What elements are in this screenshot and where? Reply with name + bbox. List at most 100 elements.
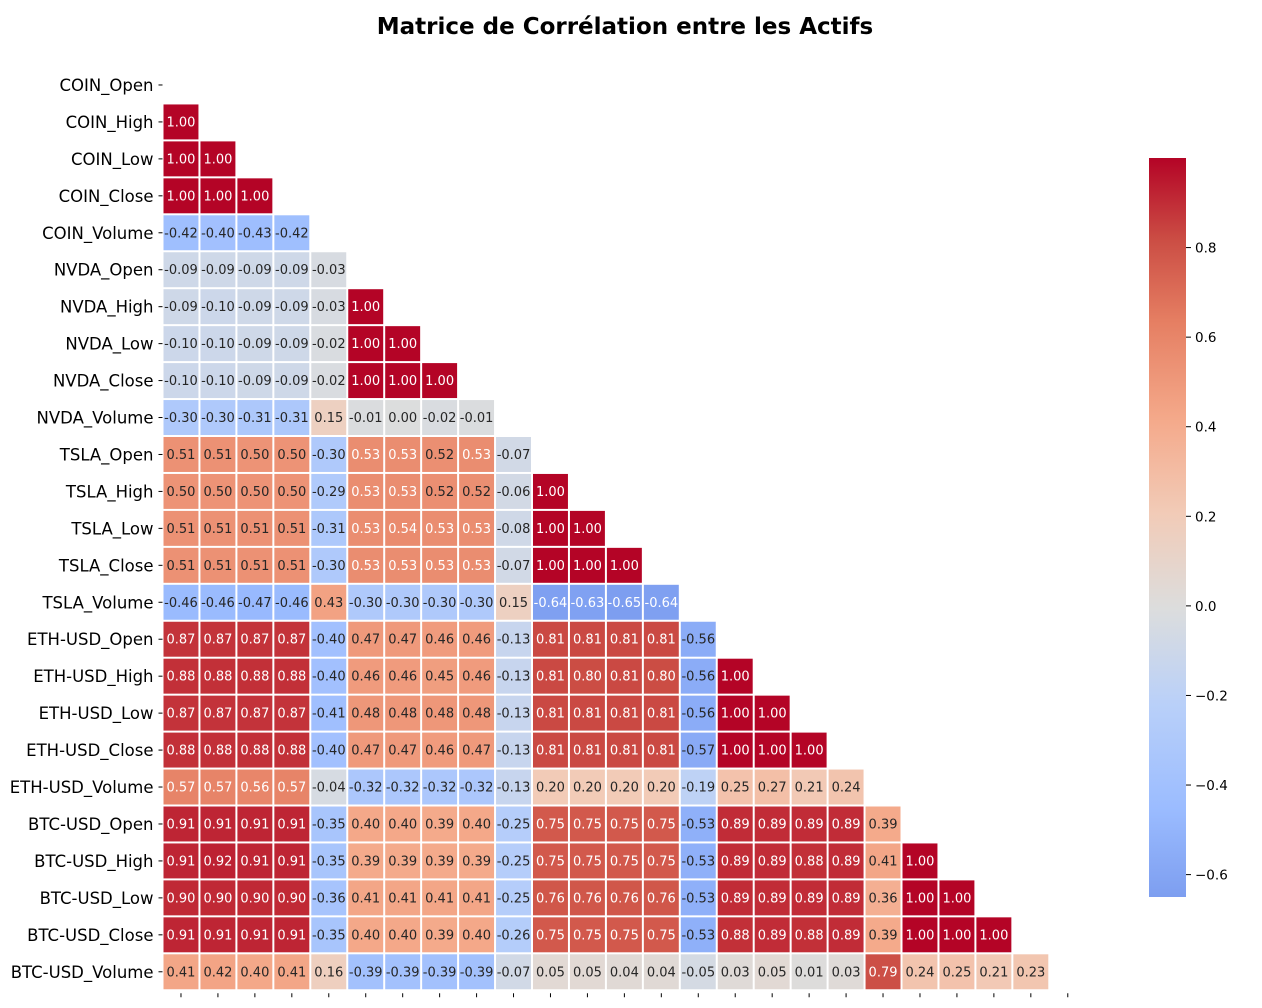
- heatmap-cell: [163, 473, 199, 509]
- heatmap-cell: [200, 289, 236, 325]
- heatmap-cell-label: 1.00: [721, 670, 750, 685]
- heatmap-cell-label: -0.04: [312, 781, 346, 796]
- heatmap-cell-label: 0.48: [351, 707, 380, 722]
- heatmap-cell-label: -0.07: [497, 448, 531, 463]
- heatmap-cell-label: 0.81: [573, 633, 602, 648]
- heatmap-cell-label: -0.09: [275, 374, 309, 389]
- heatmap-cell: [569, 954, 605, 990]
- heatmap-cell: [496, 437, 531, 472]
- heatmap-cell: [311, 400, 347, 435]
- heatmap-cell: [680, 917, 716, 953]
- heatmap-cell: [237, 806, 273, 842]
- heatmap-cell: [422, 473, 458, 509]
- heatmap-cell-label: 0.46: [462, 670, 491, 685]
- heatmap-cell: [237, 326, 273, 362]
- heatmap-cell-label: 1.00: [166, 189, 195, 204]
- heatmap-cell: [348, 917, 384, 953]
- heatmap-cell: [237, 584, 273, 620]
- heatmap-cell: [311, 289, 347, 325]
- heatmap-cell: [533, 547, 568, 583]
- heatmap-cell: [274, 917, 310, 953]
- heatmap-cell-label: 0.04: [610, 965, 639, 980]
- heatmap-cell-label: 0.53: [351, 559, 380, 574]
- heatmap-cell: [348, 400, 384, 435]
- heatmap-cell-label: 0.88: [166, 670, 195, 685]
- heatmap-cell-label: 0.51: [203, 559, 232, 574]
- y-tick-label: ETH-USD_Low: [39, 704, 154, 724]
- heatmap-cell-label: 0.40: [240, 965, 269, 980]
- heatmap-cell: [569, 584, 605, 620]
- heatmap-cell: [163, 400, 199, 435]
- heatmap-cell-label: -0.25: [497, 817, 531, 832]
- heatmap-cell: [385, 473, 421, 509]
- heatmap-cell-label: 0.89: [832, 891, 861, 906]
- heatmap-cell-label: 0.75: [647, 928, 676, 943]
- heatmap-cell: [200, 547, 236, 583]
- heatmap-cell-label: -0.30: [164, 411, 198, 426]
- heatmap-cell-label: 0.88: [203, 670, 232, 685]
- heatmap-cell: [754, 843, 790, 879]
- heatmap-cell: [643, 954, 679, 990]
- heatmap-cell: [237, 510, 273, 546]
- heatmap-cell: [754, 806, 790, 842]
- heatmap-cell-label: 0.89: [795, 891, 824, 906]
- heatmap-cell: [274, 695, 310, 731]
- heatmap-cell: [496, 880, 531, 916]
- heatmap-cell-label: 0.27: [758, 781, 787, 796]
- heatmap-cell: [385, 400, 421, 435]
- heatmap-cell-label: 0.53: [425, 559, 454, 574]
- heatmap-cell: [496, 732, 531, 768]
- heatmap-cell: [237, 695, 273, 731]
- heatmap-cell: [459, 732, 495, 768]
- heatmap-cell: [422, 806, 458, 842]
- heatmap-cell-label: 0.51: [166, 559, 195, 574]
- heatmap-cell: [200, 400, 236, 435]
- heatmap-cell-label: 1.00: [351, 374, 380, 389]
- heatmap-cell: [311, 363, 347, 399]
- heatmap-cell: [274, 473, 310, 509]
- y-tick-label: ETH-USD_High: [33, 667, 153, 687]
- heatmap-cell-label: -0.09: [201, 263, 235, 278]
- heatmap-cell: [680, 880, 716, 916]
- heatmap-cell-label: 0.24: [832, 781, 861, 796]
- heatmap-cell-label: 0.50: [240, 448, 269, 463]
- heatmap-cell: [200, 621, 236, 657]
- y-tick-label: BTC-USD_Close: [27, 926, 153, 946]
- heatmap-cell-label: 0.75: [647, 854, 676, 869]
- heatmap-cell-label: 1.00: [905, 891, 934, 906]
- heatmap-cell: [459, 695, 495, 731]
- colorbar-tick-label: 0.0: [1195, 599, 1216, 615]
- heatmap-cell-label: -0.29: [312, 485, 346, 500]
- heatmap-cell-label: -0.02: [423, 411, 457, 426]
- y-tick-label: NVDA_Low: [65, 335, 153, 355]
- heatmap-cell: [791, 917, 827, 953]
- heatmap-cell-label: 0.53: [462, 448, 491, 463]
- heatmap-cell-label: -0.32: [349, 781, 383, 796]
- heatmap-cell-label: -0.06: [497, 485, 531, 500]
- heatmap-cell: [385, 954, 421, 990]
- heatmap-cell: [865, 917, 901, 953]
- heatmap-cell: [422, 954, 458, 990]
- heatmap-cell: [606, 769, 642, 805]
- heatmap-cell: [754, 769, 790, 805]
- heatmap-cell-label: -0.56: [681, 633, 715, 648]
- heatmap-cell-label: 0.25: [942, 965, 971, 980]
- heatmap-cell-label: 0.81: [536, 707, 565, 722]
- heatmap-cell-label: 0.53: [388, 485, 417, 500]
- heatmap-cell-label: 0.57: [277, 781, 306, 796]
- heatmap-cell-label: 0.89: [795, 817, 824, 832]
- heatmap-cell: [459, 437, 495, 472]
- heatmap-cell-label: 0.47: [462, 744, 491, 759]
- heatmap-cell: [569, 695, 605, 731]
- heatmap-cell-label: -0.02: [312, 337, 346, 352]
- heatmap-cell: [311, 917, 347, 953]
- heatmap-cell-label: -0.39: [349, 965, 383, 980]
- heatmap-cell-label: 0.52: [425, 485, 454, 500]
- y-tick-label: NVDA_Open: [54, 261, 154, 281]
- heatmap-cell-label: -0.05: [681, 965, 715, 980]
- heatmap-cell: [422, 695, 458, 731]
- heatmap-cell: [385, 621, 421, 657]
- heatmap-cell-label: -0.39: [460, 965, 494, 980]
- heatmap-cell-label: 0.91: [203, 817, 232, 832]
- heatmap-cell-label: 0.20: [573, 781, 602, 796]
